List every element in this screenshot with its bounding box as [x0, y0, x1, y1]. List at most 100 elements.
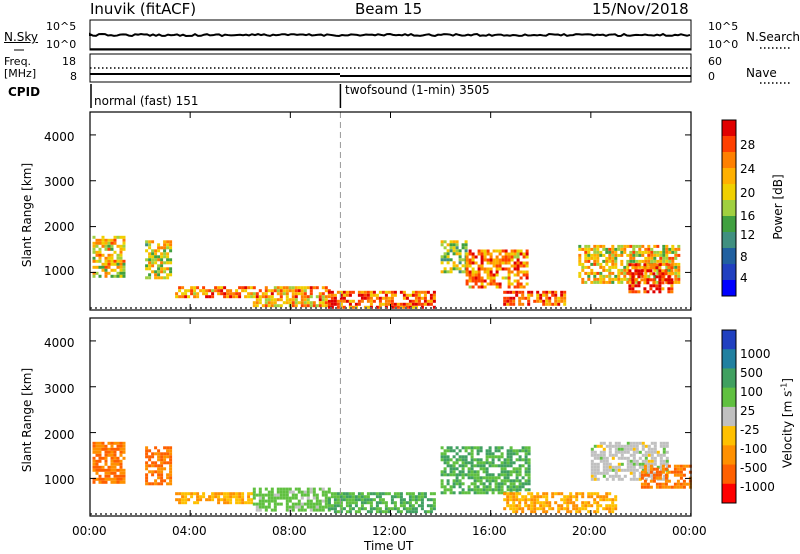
echo-cell-9 [661, 275, 665, 279]
echo-cell-3 [264, 304, 268, 308]
echo-cell-8 [623, 277, 627, 281]
echo-cell-0 [113, 268, 117, 272]
echo-cell-1 [151, 270, 155, 274]
echo-cell-4 [414, 296, 418, 300]
echo-cell-4 [426, 498, 430, 502]
echo-cell-8 [661, 482, 665, 486]
echo-cell-1 [157, 464, 161, 468]
echo-cell-1 [157, 243, 161, 247]
sky-right-tick-bottom: 10^0 [708, 38, 739, 51]
echo-cell-4 [330, 495, 334, 499]
echo-cell-1 [157, 246, 161, 250]
echo-cell-8 [593, 259, 597, 263]
echo-cell-8 [655, 485, 659, 489]
echo-cell-1 [148, 243, 152, 247]
echo-cell-8 [578, 244, 582, 248]
echo-cell-1 [160, 476, 164, 480]
echo-cell-5 [506, 485, 510, 489]
echo-cell-2 [238, 286, 242, 290]
echo-cell-8 [611, 277, 615, 281]
echo-cell-4 [333, 507, 337, 511]
echo-cell-5 [455, 246, 459, 250]
echo-cell-1 [166, 461, 170, 465]
echo-cell-6 [581, 507, 585, 511]
echo-cell-7 [506, 302, 510, 306]
echo-cell-3 [315, 508, 319, 512]
echo-cell-2 [244, 289, 248, 293]
echo-cell-3 [318, 499, 322, 503]
echo-cell-6 [480, 285, 484, 289]
echo-cell-8 [602, 265, 606, 269]
echo-cell-5 [455, 249, 459, 253]
echo-cell-7 [599, 450, 603, 454]
echo-cell-8 [626, 280, 630, 284]
echo-cell-8 [584, 250, 588, 254]
echo-cell-8 [593, 277, 597, 281]
echo-cell-4 [333, 299, 337, 303]
echo-cell-8 [599, 262, 603, 266]
echo-cell-5 [452, 261, 456, 265]
echo-cell-4 [366, 510, 370, 514]
echo-cell-3 [267, 304, 271, 308]
echo-cell-3 [297, 301, 301, 305]
echo-cell-1 [151, 452, 155, 456]
echo-cell-5 [443, 255, 447, 259]
echo-cell-5 [485, 491, 489, 495]
echo-cell-8 [587, 271, 591, 275]
echo-cell-0 [101, 244, 105, 248]
echo-cell-4 [423, 299, 427, 303]
echo-cell-7 [557, 302, 561, 306]
echo-cell-2 [211, 492, 215, 496]
echo-cell-3 [327, 295, 331, 299]
echo-cell-5 [491, 455, 495, 459]
echo-cell-7 [545, 296, 549, 300]
velocity-panel-bg [90, 318, 691, 516]
echo-cell-5 [470, 455, 474, 459]
echo-cell-4 [336, 302, 340, 306]
echo-cell-0 [116, 253, 120, 257]
echo-cell-6 [554, 492, 558, 496]
echo-cell-8 [670, 470, 674, 474]
echo-cell-8 [644, 256, 648, 260]
echo-cell-7 [527, 299, 531, 303]
echo-cell-9 [631, 272, 635, 276]
echo-cell-7 [533, 299, 537, 303]
echo-cell-4 [345, 495, 349, 499]
echo-cell-4 [411, 498, 415, 502]
echo-cell-9 [655, 275, 659, 279]
echo-cell-4 [390, 296, 394, 300]
echo-cell-6 [480, 255, 484, 259]
echo-cell-6 [468, 258, 472, 262]
echo-cell-5 [470, 452, 474, 456]
echo-cell-7 [521, 302, 525, 306]
echo-cell-6 [602, 507, 606, 511]
echo-cell-4 [336, 299, 340, 303]
echo-cell-1 [169, 482, 173, 486]
echo-cell-2 [244, 286, 248, 290]
echo-cell-0 [92, 271, 96, 275]
echo-cell-5 [473, 491, 477, 495]
echo-cell-5 [527, 461, 531, 465]
echo-cell-5 [524, 479, 528, 483]
echo-cell-8 [676, 467, 680, 471]
echo-cell-4 [429, 492, 433, 496]
echo-cell-5 [512, 449, 516, 453]
echo-cell-6 [545, 492, 549, 496]
echo-cell-7 [623, 468, 627, 472]
echo-cell-3 [255, 298, 259, 302]
echo-cell-4 [366, 492, 370, 496]
echo-cell-1 [169, 249, 173, 253]
echo-cell-6 [566, 510, 570, 514]
echo-cell-5 [443, 455, 447, 459]
velocity-colorbar-swatch-3 [722, 387, 736, 408]
echo-cell-3 [267, 301, 271, 305]
echo-cell-6 [513, 255, 517, 259]
echo-cell-6 [545, 510, 549, 514]
echo-cell-4 [327, 299, 331, 303]
echo-cell-7 [620, 477, 624, 481]
echo-cell-0 [122, 271, 126, 275]
echo-cell-5 [521, 449, 525, 453]
echo-cell-3 [285, 487, 289, 491]
sky-left-tick-top: 10^5 [46, 20, 77, 33]
echo-cell-1 [154, 452, 158, 456]
